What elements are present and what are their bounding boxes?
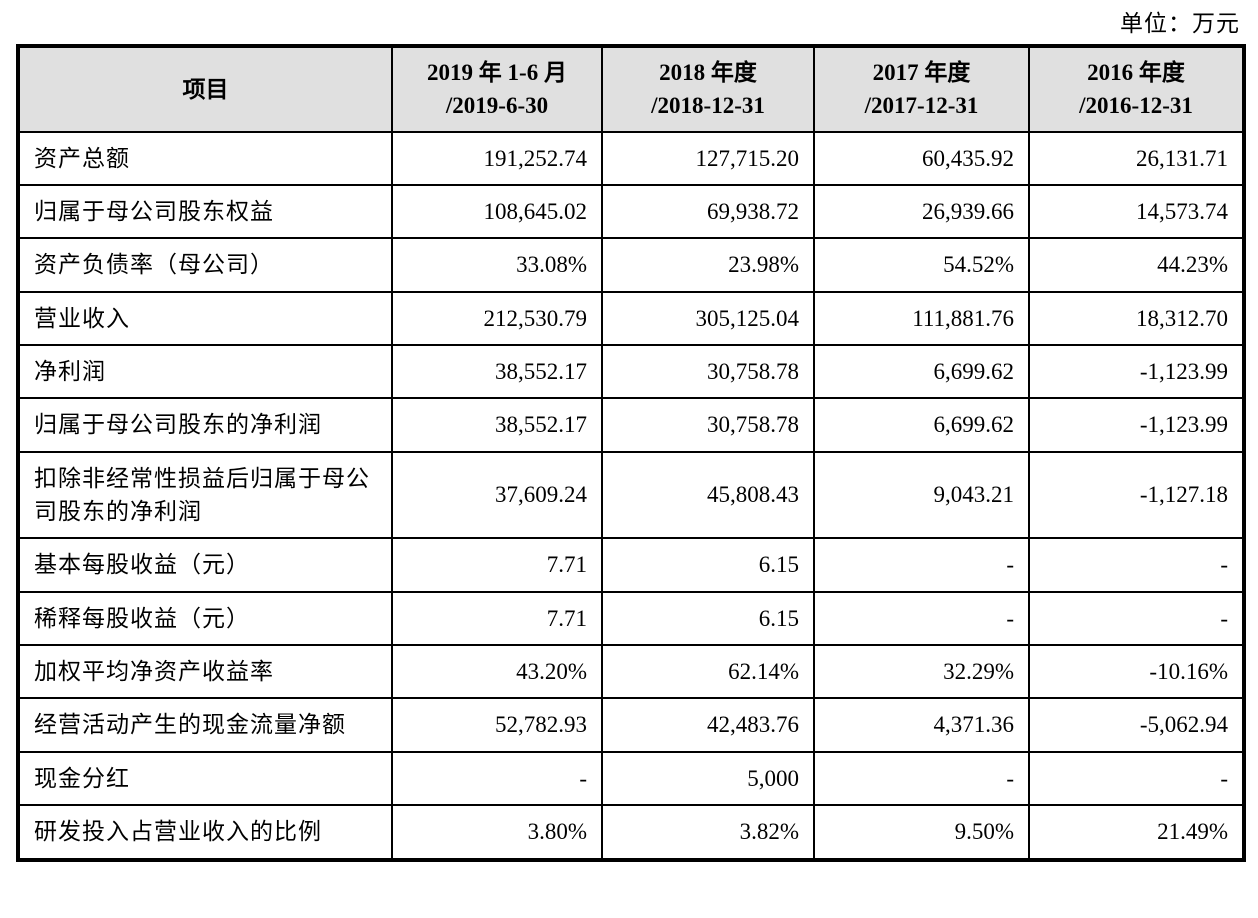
cell-value: 26,131.71 bbox=[1028, 130, 1245, 187]
cell-value: - bbox=[813, 750, 1030, 807]
cell-value: -1,123.99 bbox=[1028, 344, 1245, 400]
table-header: 项目 2019 年 1-6 月 /2019-6-30 2018 年度 /2018… bbox=[17, 45, 1245, 133]
row-label: 现金分红 bbox=[17, 750, 393, 807]
cell-value: 44.23% bbox=[1028, 237, 1245, 293]
cell-value: 43.20% bbox=[391, 644, 603, 700]
cell-value: - bbox=[391, 750, 603, 807]
header-period-2016: 2016 年度 /2016-12-31 bbox=[1028, 45, 1245, 133]
row-label: 归属于母公司股东权益 bbox=[17, 184, 393, 240]
cell-value: 7.71 bbox=[391, 537, 603, 593]
cell-value: 45,808.43 bbox=[601, 450, 815, 540]
cell-value: 18,312.70 bbox=[1028, 290, 1245, 347]
header-period-2018-title: 2018 年度 bbox=[659, 60, 757, 85]
cell-value: 69,938.72 bbox=[601, 184, 815, 240]
cell-value: 26,939.66 bbox=[813, 184, 1030, 240]
header-period-2019: 2019 年 1-6 月 /2019-6-30 bbox=[391, 45, 603, 133]
table-row: 加权平均净资产收益率 43.20% 62.14% 32.29% -10.16% bbox=[17, 644, 1245, 700]
cell-value: 108,645.02 bbox=[391, 184, 603, 240]
row-label: 资产总额 bbox=[17, 130, 393, 187]
header-period-2017: 2017 年度 /2017-12-31 bbox=[813, 45, 1030, 133]
row-label: 经营活动产生的现金流量净额 bbox=[17, 697, 393, 753]
cell-value: 33.08% bbox=[391, 237, 603, 293]
cell-value: 30,758.78 bbox=[601, 344, 815, 400]
header-period-2018: 2018 年度 /2018-12-31 bbox=[601, 45, 815, 133]
cell-value: 38,552.17 bbox=[391, 397, 603, 453]
cell-value: 54.52% bbox=[813, 237, 1030, 293]
cell-value: 9.50% bbox=[813, 804, 1030, 861]
header-period-2019-date: /2019-6-30 bbox=[445, 93, 549, 119]
cell-value: - bbox=[813, 590, 1030, 647]
cell-value: -1,123.99 bbox=[1028, 397, 1245, 453]
table-row: 扣除非经常性损益后归属于母公司股东的净利润 37,609.24 45,808.4… bbox=[17, 450, 1245, 540]
table-row: 基本每股收益（元） 7.71 6.15 - - bbox=[17, 537, 1245, 593]
cell-value: 4,371.36 bbox=[813, 697, 1030, 753]
cell-value: 212,530.79 bbox=[391, 290, 603, 347]
cell-value: -5,062.94 bbox=[1028, 697, 1245, 753]
cell-value: 37,609.24 bbox=[391, 450, 603, 540]
header-item-label: 项目 bbox=[182, 76, 229, 102]
header-period-2016-date: /2016-12-31 bbox=[1079, 93, 1193, 119]
cell-value: - bbox=[1028, 590, 1245, 647]
header-period-2018-date: /2018-12-31 bbox=[651, 93, 765, 119]
cell-value: - bbox=[1028, 537, 1245, 593]
cell-value: 6.15 bbox=[601, 590, 815, 647]
header-period-2019-title: 2019 年 1-6 月 bbox=[427, 60, 567, 85]
cell-value: 6,699.62 bbox=[813, 344, 1030, 400]
table-row: 营业收入 212,530.79 305,125.04 111,881.76 18… bbox=[17, 290, 1245, 347]
cell-value: 14,573.74 bbox=[1028, 184, 1245, 240]
cell-value: -10.16% bbox=[1028, 644, 1245, 700]
row-label: 加权平均净资产收益率 bbox=[17, 644, 393, 700]
header-period-2016-title: 2016 年度 bbox=[1087, 60, 1185, 85]
cell-value: 21.49% bbox=[1028, 804, 1245, 861]
table-row: 研发投入占营业收入的比例 3.80% 3.82% 9.50% 21.49% bbox=[17, 804, 1245, 861]
table-row: 现金分红 - 5,000 - - bbox=[17, 750, 1245, 807]
table-row: 归属于母公司股东权益 108,645.02 69,938.72 26,939.6… bbox=[17, 184, 1245, 240]
header-item-column: 项目 bbox=[17, 45, 393, 133]
row-label: 基本每股收益（元） bbox=[17, 537, 393, 593]
row-label: 研发投入占营业收入的比例 bbox=[17, 804, 393, 861]
row-label: 营业收入 bbox=[17, 290, 393, 347]
row-label: 归属于母公司股东的净利润 bbox=[17, 397, 393, 453]
table-body: 资产总额 191,252.74 127,715.20 60,435.92 26,… bbox=[17, 130, 1245, 861]
table-row: 资产总额 191,252.74 127,715.20 60,435.92 26,… bbox=[17, 130, 1245, 187]
cell-value: -1,127.18 bbox=[1028, 450, 1245, 540]
header-row: 项目 2019 年 1-6 月 /2019-6-30 2018 年度 /2018… bbox=[17, 45, 1245, 133]
cell-value: 7.71 bbox=[391, 590, 603, 647]
financial-summary-table: 项目 2019 年 1-6 月 /2019-6-30 2018 年度 /2018… bbox=[16, 44, 1246, 862]
cell-value: 42,483.76 bbox=[601, 697, 815, 753]
cell-value: - bbox=[813, 537, 1030, 593]
cell-value: 9,043.21 bbox=[813, 450, 1030, 540]
cell-value: 191,252.74 bbox=[391, 130, 603, 187]
unit-label: 单位：万元 bbox=[1120, 11, 1240, 36]
cell-value: 52,782.93 bbox=[391, 697, 603, 753]
row-label: 稀释每股收益（元） bbox=[17, 590, 393, 647]
cell-value: 60,435.92 bbox=[813, 130, 1030, 187]
table-row: 归属于母公司股东的净利润 38,552.17 30,758.78 6,699.6… bbox=[17, 397, 1245, 453]
cell-value: 23.98% bbox=[601, 237, 815, 293]
cell-value: 38,552.17 bbox=[391, 344, 603, 400]
cell-value: 3.80% bbox=[391, 804, 603, 861]
cell-value: 305,125.04 bbox=[601, 290, 815, 347]
row-label: 扣除非经常性损益后归属于母公司股东的净利润 bbox=[17, 450, 393, 540]
cell-value: - bbox=[1028, 750, 1245, 807]
table-row: 净利润 38,552.17 30,758.78 6,699.62 -1,123.… bbox=[17, 344, 1245, 400]
row-label: 资产负债率（母公司） bbox=[17, 237, 393, 293]
cell-value: 3.82% bbox=[601, 804, 815, 861]
table-row: 经营活动产生的现金流量净额 52,782.93 42,483.76 4,371.… bbox=[17, 697, 1245, 753]
cell-value: 6.15 bbox=[601, 537, 815, 593]
cell-value: 6,699.62 bbox=[813, 397, 1030, 453]
table-row: 稀释每股收益（元） 7.71 6.15 - - bbox=[17, 590, 1245, 647]
cell-value: 111,881.76 bbox=[813, 290, 1030, 347]
cell-value: 32.29% bbox=[813, 644, 1030, 700]
cell-value: 30,758.78 bbox=[601, 397, 815, 453]
header-period-2017-date: /2017-12-31 bbox=[864, 93, 979, 119]
cell-value: 5,000 bbox=[601, 750, 815, 807]
table-row: 资产负债率（母公司） 33.08% 23.98% 54.52% 44.23% bbox=[17, 237, 1245, 293]
cell-value: 62.14% bbox=[601, 644, 815, 700]
row-label: 净利润 bbox=[17, 344, 393, 400]
cell-value: 127,715.20 bbox=[601, 130, 815, 187]
header-period-2017-title: 2017 年度 bbox=[872, 60, 971, 85]
